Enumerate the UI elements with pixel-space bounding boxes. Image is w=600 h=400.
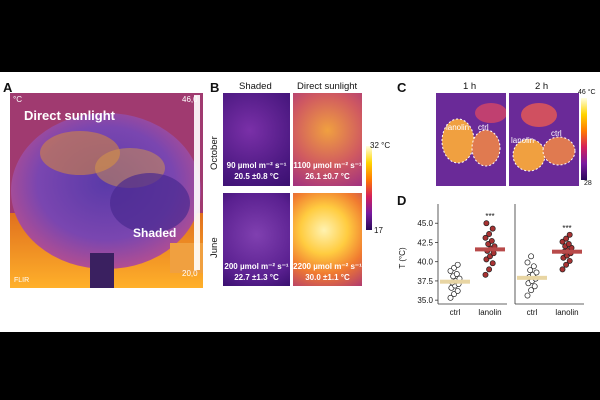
data-point bbox=[531, 283, 538, 290]
panel-c-image-2h: lanolin ctrl bbox=[509, 93, 579, 186]
panel-a-scale-top: 46,0 bbox=[182, 95, 198, 104]
panel-c-label: C bbox=[397, 80, 407, 95]
x-tick-label: lanolin bbox=[555, 308, 578, 317]
panel-b-scale-bottom: 17 bbox=[374, 226, 383, 235]
y-axis-label: T (°C) bbox=[398, 247, 407, 269]
y-tick-label: 40.0 bbox=[417, 258, 433, 267]
panel-b-cell-jun-sun: 2200 µmol m⁻² s⁻¹ 30.0 ±1.1 °C bbox=[293, 193, 362, 286]
panel-b-cell-line2: 20.5 ±0.8 °C bbox=[234, 172, 279, 181]
panel-c-ctrl-label: ctrl bbox=[478, 123, 489, 132]
panel-b-label: B bbox=[210, 80, 220, 95]
panel-b-col-sun: Direct sunlight bbox=[297, 81, 358, 92]
data-point bbox=[563, 261, 570, 268]
panel-c-leaves-2h bbox=[512, 103, 576, 172]
panel-d-chart: T (°C) 35.0 37.5 40.0 42.5 45.0 ctrl lanolin ***… bbox=[398, 204, 584, 317]
panel-b-cell-line1: 90 µmol m⁻² s⁻¹ bbox=[226, 161, 287, 170]
panel-b-col-shaded: Shaded bbox=[239, 81, 272, 92]
y-tick-label: 37.5 bbox=[417, 277, 433, 286]
data-point bbox=[563, 235, 570, 242]
panel-a-label: A bbox=[3, 80, 13, 95]
significance-marker: *** bbox=[485, 212, 494, 221]
mean-bar bbox=[517, 275, 547, 280]
data-point bbox=[530, 263, 537, 270]
data-point bbox=[488, 237, 495, 244]
panel-c-col-2h: 2 h bbox=[535, 81, 549, 92]
data-point bbox=[486, 231, 493, 237]
x-tick-label: lanolin bbox=[478, 308, 501, 317]
panel-b-row-october: October bbox=[209, 136, 220, 170]
data-point bbox=[524, 292, 531, 299]
data-point bbox=[565, 241, 572, 247]
data-point bbox=[489, 260, 496, 267]
panel-b-cell-line1: 200 µmol m⁻² s⁻¹ bbox=[224, 262, 289, 271]
panel-b-cell-line1: 2200 µmol m⁻² s⁻¹ bbox=[293, 262, 362, 271]
panel-c-col-1h: 1 h bbox=[463, 81, 477, 92]
panel-a-unit: °C bbox=[13, 95, 22, 104]
panel-a-sunlight-text: Direct sunlight bbox=[24, 108, 116, 123]
data-point bbox=[528, 253, 535, 260]
y-tick-label: 45.0 bbox=[417, 219, 433, 228]
panel-b-row-june: June bbox=[209, 237, 220, 258]
panel-b-cell-line2: 22.7 ±1.3 °C bbox=[234, 273, 279, 282]
panel-a-brand: FLIR bbox=[14, 277, 30, 284]
mean-bar bbox=[475, 247, 505, 252]
panel-b-cell-line2: 30.0 ±1.1 °C bbox=[305, 273, 350, 282]
data-point bbox=[566, 231, 573, 238]
x-tick-label: ctrl bbox=[450, 308, 461, 317]
panel-a-scale-bottom: 20,0 bbox=[182, 269, 198, 278]
data-point bbox=[527, 267, 534, 274]
panel-c-color-scale bbox=[581, 98, 587, 180]
data-point bbox=[453, 271, 460, 277]
panel-b-cell-oct-sun: 1100 µmol m⁻² s⁻¹ 26.1 ±0.7 °C bbox=[293, 93, 362, 186]
panel-c-ctrl-label: ctrl bbox=[551, 129, 562, 138]
data-point bbox=[524, 259, 531, 266]
panel-a-shaded-text: Shaded bbox=[133, 226, 177, 240]
data-point bbox=[482, 271, 489, 278]
data-point bbox=[528, 287, 535, 294]
panel-c-leaves-1h bbox=[441, 103, 506, 167]
panel-c-lanolin-label: lanolin bbox=[511, 136, 535, 145]
data-point bbox=[447, 294, 454, 301]
panel-a-thermal-graphic bbox=[10, 93, 203, 288]
panel-b-color-scale bbox=[366, 146, 372, 230]
data-point bbox=[482, 234, 489, 241]
panel-b-cell-jun-shaded: 200 µmol m⁻² s⁻¹ 22.7 ±1.3 °C bbox=[223, 193, 290, 286]
data-point bbox=[454, 261, 461, 268]
panel-b-cell-line1: 1100 µmol m⁻² s⁻¹ bbox=[293, 161, 362, 170]
data-point bbox=[486, 266, 493, 273]
panel-d-label: D bbox=[397, 193, 407, 208]
panel-b-scale-top: 32 °C bbox=[370, 141, 391, 150]
data-point bbox=[559, 266, 566, 273]
panel-b-cell-oct-shaded: 90 µmol m⁻² s⁻¹ 20.5 ±0.8 °C bbox=[223, 93, 290, 186]
panel-c-scale-top: 46 °C bbox=[578, 89, 596, 96]
data-point bbox=[483, 220, 490, 227]
panel-c-image-1h: lanolin ctrl bbox=[436, 93, 506, 186]
panel-a-thermal-image: °C 46,0 20,0 Direct sunlight Shaded FLIR bbox=[10, 93, 203, 288]
panel-c-lanolin-label: lanolin bbox=[446, 123, 470, 132]
data-point bbox=[533, 269, 540, 276]
mean-bar bbox=[552, 249, 582, 254]
y-tick-label: 42.5 bbox=[417, 238, 433, 247]
y-tick-label: 35.0 bbox=[417, 296, 433, 305]
data-point bbox=[489, 225, 496, 232]
data-point bbox=[454, 287, 461, 294]
panel-c-scale-bottom: 28 bbox=[584, 180, 592, 187]
panel-b-cell-line2: 26.1 ±0.7 °C bbox=[305, 172, 350, 181]
data-point bbox=[566, 257, 573, 264]
significance-marker: *** bbox=[562, 224, 571, 233]
mean-bar bbox=[440, 279, 470, 284]
x-tick-label: ctrl bbox=[527, 308, 538, 317]
